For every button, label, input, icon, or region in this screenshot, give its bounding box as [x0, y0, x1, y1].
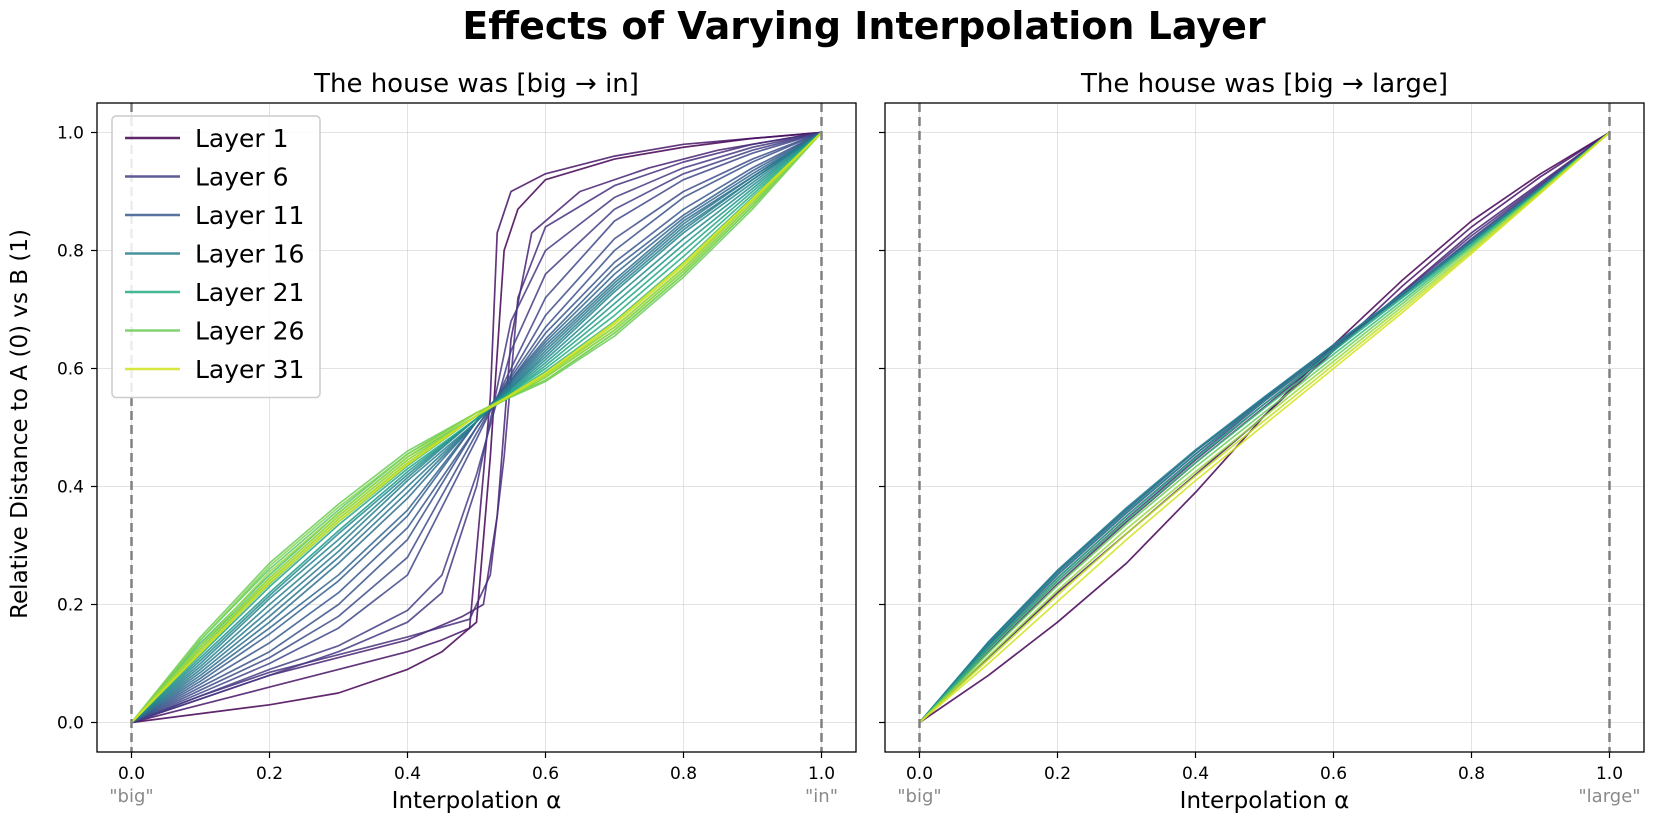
chart-0-series-layer-10	[131, 131, 822, 724]
chart-0-series-layer-8	[131, 131, 822, 724]
chart-0-legend-label-1: Layer 6	[195, 163, 289, 192]
chart-1-series-layer-30	[918, 131, 1611, 724]
chart-1-series-layer-16	[918, 131, 1611, 724]
chart-0-series-layer-1	[131, 131, 822, 724]
chart-1-series-group	[918, 131, 1611, 724]
chart-0-xtick-label-0: 0.0	[118, 764, 145, 784]
chart-1-xtick-label-1: 0.2	[1044, 764, 1071, 784]
chart-0-legend-label-6: Layer 31	[195, 355, 304, 384]
chart-0-xlabel: Interpolation α	[392, 788, 562, 814]
chart-0-title: The house was [big → in]	[313, 69, 639, 99]
chart-0-xtick-label-2: 0.4	[394, 764, 421, 784]
chart-1-axes-frame	[884, 102, 1645, 753]
chart-0-series-layer-2	[131, 131, 822, 724]
chart-0-legend-label-5: Layer 26	[195, 317, 304, 346]
chart-1-xtick-label-0: 0.0	[906, 764, 933, 784]
chart-0-series-layer-7	[131, 131, 822, 724]
chart-0-ytick-label-0: 0.0	[57, 714, 84, 734]
chart-0-series-layer-28	[130, 131, 823, 724]
chart-0-series-layer-6	[131, 131, 822, 724]
chart-0-ytick-label-2: 0.4	[57, 478, 84, 498]
chart-1-title: The house was [big → large]	[1080, 69, 1448, 99]
figure-title: Effects of Varying Interpolation Layer	[462, 4, 1266, 48]
chart-1-grid	[885, 103, 1644, 752]
chart-0-axes-frame	[96, 102, 857, 753]
chart-0-xtick-label-5: 1.0	[808, 764, 835, 784]
chart-1-series-layer-18	[918, 131, 1611, 724]
chart-0-series-layer-4	[131, 131, 822, 724]
chart-1-series-layer-23	[918, 131, 1611, 724]
chart-0-legend-label-3: Layer 16	[195, 240, 304, 269]
chart-0-xtick-label-4: 0.8	[670, 764, 697, 784]
chart-0-xtick-label-3: 0.6	[532, 764, 559, 784]
figure-ylabel: Relative Distance to A (0) vs B (1)	[7, 229, 33, 619]
chart-1-series-layer-31	[918, 131, 1611, 724]
chart-0-series-layer-31	[130, 131, 823, 724]
chart-0-series-layer-3	[131, 131, 822, 724]
chart-0-ytick-label-3: 0.6	[57, 360, 84, 380]
chart-0-token-start: "big"	[109, 786, 153, 807]
chart-0-series-layer-16	[130, 131, 822, 724]
chart-0-token-end: "in"	[805, 786, 838, 807]
chart-1-xtick-label-4: 0.8	[1458, 764, 1485, 784]
chart-0-ytick-label-4: 0.8	[57, 242, 84, 262]
chart-1-xtick-label-2: 0.4	[1182, 764, 1209, 784]
chart-0-legend-label-0: Layer 1	[195, 124, 289, 153]
chart-0-legend: Layer 1 Layer 6 Layer 11 Layer 16 Layer 21 La…	[111, 115, 321, 399]
chart-1-xtick-label-3: 0.6	[1320, 764, 1347, 784]
chart-1-series-layer-26	[918, 131, 1611, 724]
chart-1-token-end: "large"	[1578, 786, 1640, 807]
chart-0-legend-label-4: Layer 21	[195, 278, 304, 307]
chart-0-ytick-label-1: 0.2	[57, 596, 84, 616]
chart-0-series-group	[130, 131, 823, 724]
chart-0-ytick-label-5: 1.0	[57, 124, 84, 144]
left-panel: 0.0 0.2 0.4 0.6 0.8 1.0 0.0 0.2 0.4 0.6 0.8 1.0 The …	[57, 69, 857, 814]
chart-0-legend-label-2: Layer 11	[195, 201, 304, 230]
chart-1-series-layer-3	[918, 131, 1610, 724]
chart-1-xtick-label-5: 1.0	[1596, 764, 1623, 784]
chart-0-legend-box	[111, 115, 321, 399]
chart-1-series-layer-28	[918, 131, 1611, 724]
chart-0-series-layer-5	[131, 131, 822, 724]
chart-0-series-layer-20	[130, 131, 823, 724]
right-panel: 0.0 0.2 0.4 0.6 0.8 1.0 The house was [big → l…	[879, 69, 1645, 814]
chart-1-xlabel: Interpolation α	[1180, 788, 1350, 814]
chart-0-xtick-label-1: 0.2	[256, 764, 283, 784]
chart-1-token-start: "big"	[897, 786, 941, 807]
